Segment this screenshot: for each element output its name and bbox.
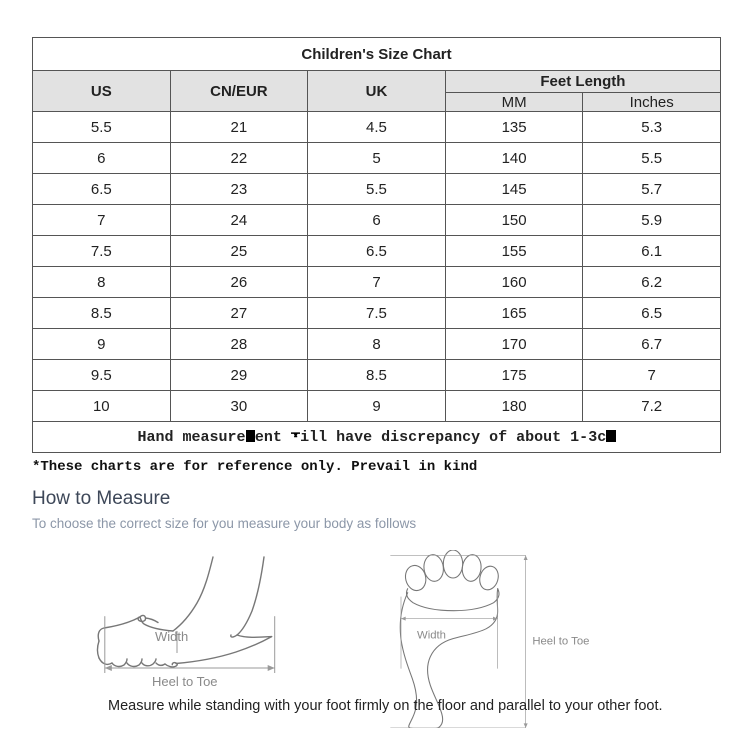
svg-text:Heel to Toe: Heel to Toe [532,636,589,648]
svg-text:Heel to Toe: Heel to Toe [152,674,218,689]
svg-text:Width: Width [155,629,188,644]
svg-text:Width: Width [417,630,446,642]
